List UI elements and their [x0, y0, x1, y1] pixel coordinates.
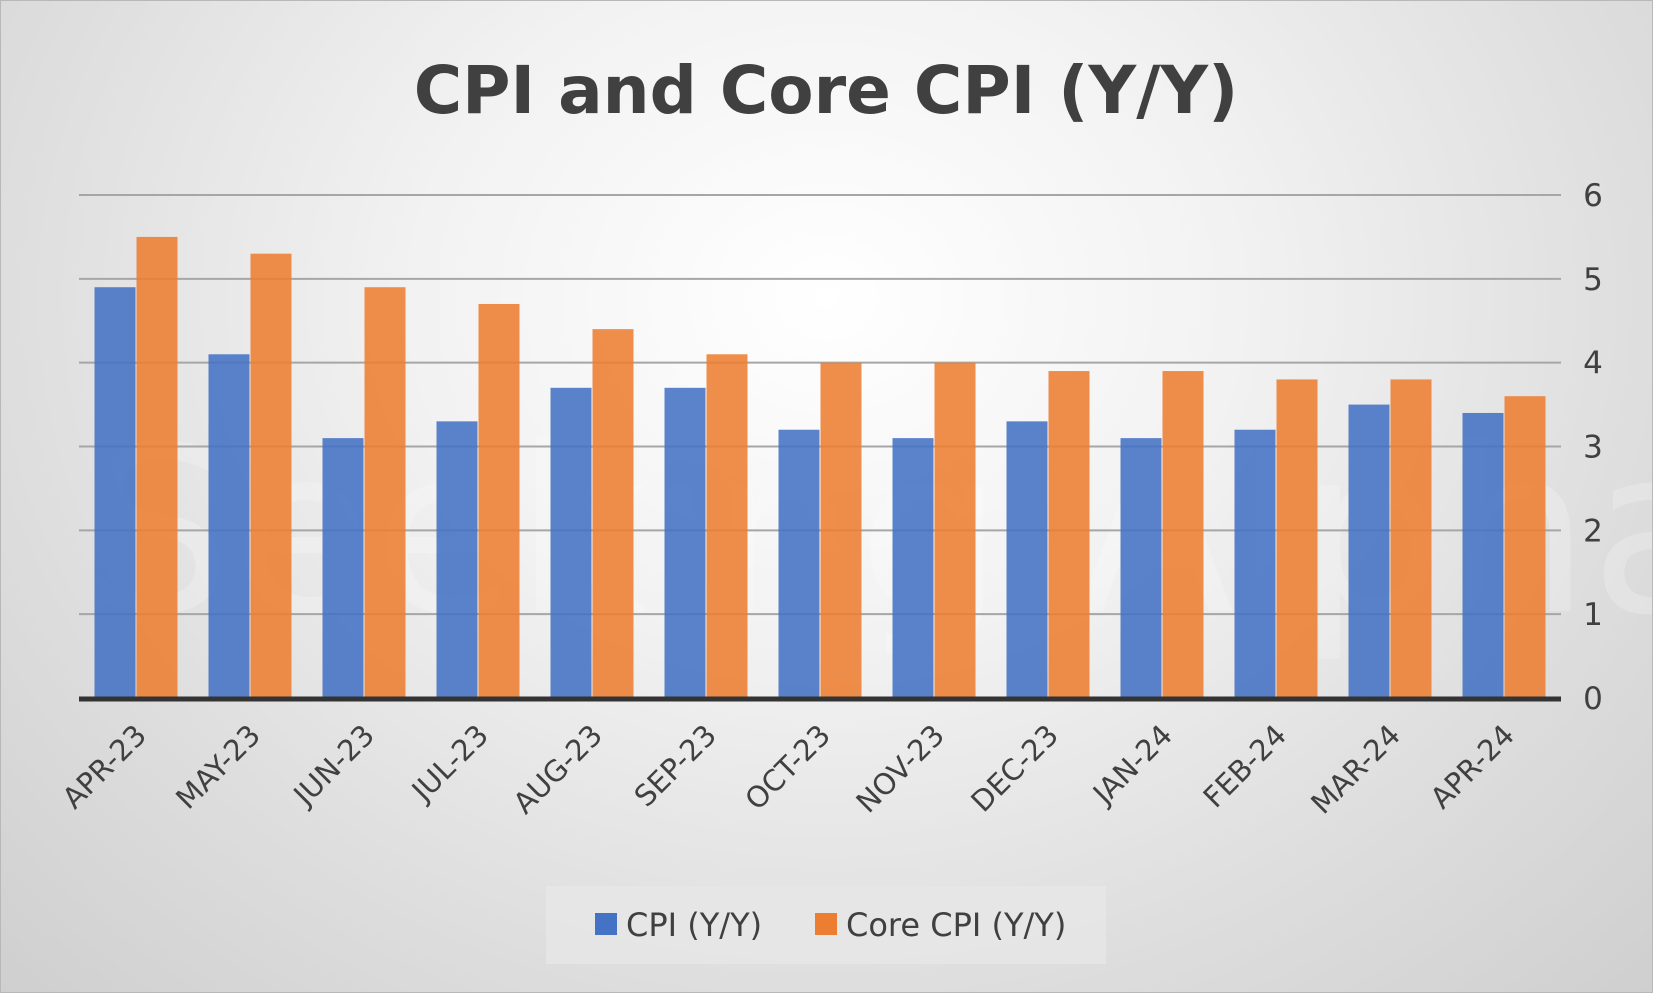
- core-cpi-bar: [478, 303, 520, 698]
- legend-label-cpi: CPI (Y/Y): [626, 906, 762, 944]
- x-axis-ticks: APR-23 MAY-23 JUN-23 JUL-23 AUG-23 SEP-23 OCT-…: [56, 718, 1521, 821]
- x-tick-label: APR-24: [1424, 718, 1521, 815]
- x-tick-label: SEP-23: [628, 718, 723, 813]
- cpi-bar: [892, 438, 934, 698]
- x-tick-label: JUL-23: [404, 718, 495, 809]
- y-tick-label: 3: [1583, 430, 1603, 466]
- legend: CPI (Y/Y) Core CPI (Y/Y): [546, 886, 1106, 964]
- core-cpi-bar: [136, 236, 178, 698]
- core-cpi-bar: [1048, 371, 1090, 698]
- core-cpi-bar: [1504, 396, 1546, 698]
- chart-title: CPI and Core CPI (Y/Y): [414, 52, 1239, 129]
- cpi-bar: [1462, 412, 1504, 698]
- y-tick-label: 0: [1583, 681, 1603, 717]
- cpi-bar: [1006, 421, 1048, 698]
- x-tick-label: AUG-23: [506, 718, 608, 820]
- y-tick-label: 2: [1583, 513, 1603, 549]
- core-cpi-bar: [1276, 379, 1318, 698]
- y-axis-ticks: 0 1 2 3 4 5 6: [1583, 178, 1603, 717]
- x-tick-label: MAR-24: [1304, 718, 1407, 821]
- y-tick-label: 6: [1583, 178, 1603, 214]
- cpi-bar: [1120, 438, 1162, 698]
- cpi-bar: [208, 354, 250, 698]
- cpi-bar: [1234, 429, 1276, 698]
- x-tick-label: FEB-24: [1197, 718, 1293, 814]
- core-cpi-bar: [592, 329, 634, 698]
- cpi-bar: [94, 287, 136, 698]
- x-tick-label: JUN-23: [286, 718, 381, 813]
- x-tick-label: DEC-23: [964, 718, 1065, 819]
- legend-swatch-cpi: [595, 913, 617, 935]
- core-cpi-bar: [364, 287, 406, 698]
- cpi-bar: [436, 421, 478, 698]
- y-tick-label: 1: [1583, 597, 1603, 633]
- legend-label-core-cpi: Core CPI (Y/Y): [846, 906, 1066, 944]
- cpi-bar: [664, 387, 706, 698]
- cpi-bar: [1348, 404, 1390, 698]
- x-tick-label: MAY-23: [169, 718, 267, 816]
- cpi-bar: [322, 438, 364, 698]
- y-tick-label: 4: [1583, 346, 1603, 382]
- x-tick-label: JAN-24: [1085, 718, 1179, 812]
- legend-swatch-core-cpi: [815, 913, 837, 935]
- y-tick-label: 5: [1583, 262, 1603, 298]
- cpi-bar: [550, 387, 592, 698]
- core-cpi-bar: [1390, 379, 1432, 698]
- core-cpi-bar: [820, 362, 862, 698]
- core-cpi-bar: [250, 253, 292, 698]
- x-tick-label: APR-23: [56, 718, 153, 815]
- core-cpi-bar: [1162, 371, 1204, 698]
- cpi-bar: [778, 429, 820, 698]
- core-cpi-bar: [934, 362, 976, 698]
- core-cpi-bar: [706, 354, 748, 698]
- bars: [94, 236, 1546, 698]
- x-tick-label: NOV-23: [849, 718, 950, 819]
- x-tick-label: OCT-23: [738, 718, 837, 817]
